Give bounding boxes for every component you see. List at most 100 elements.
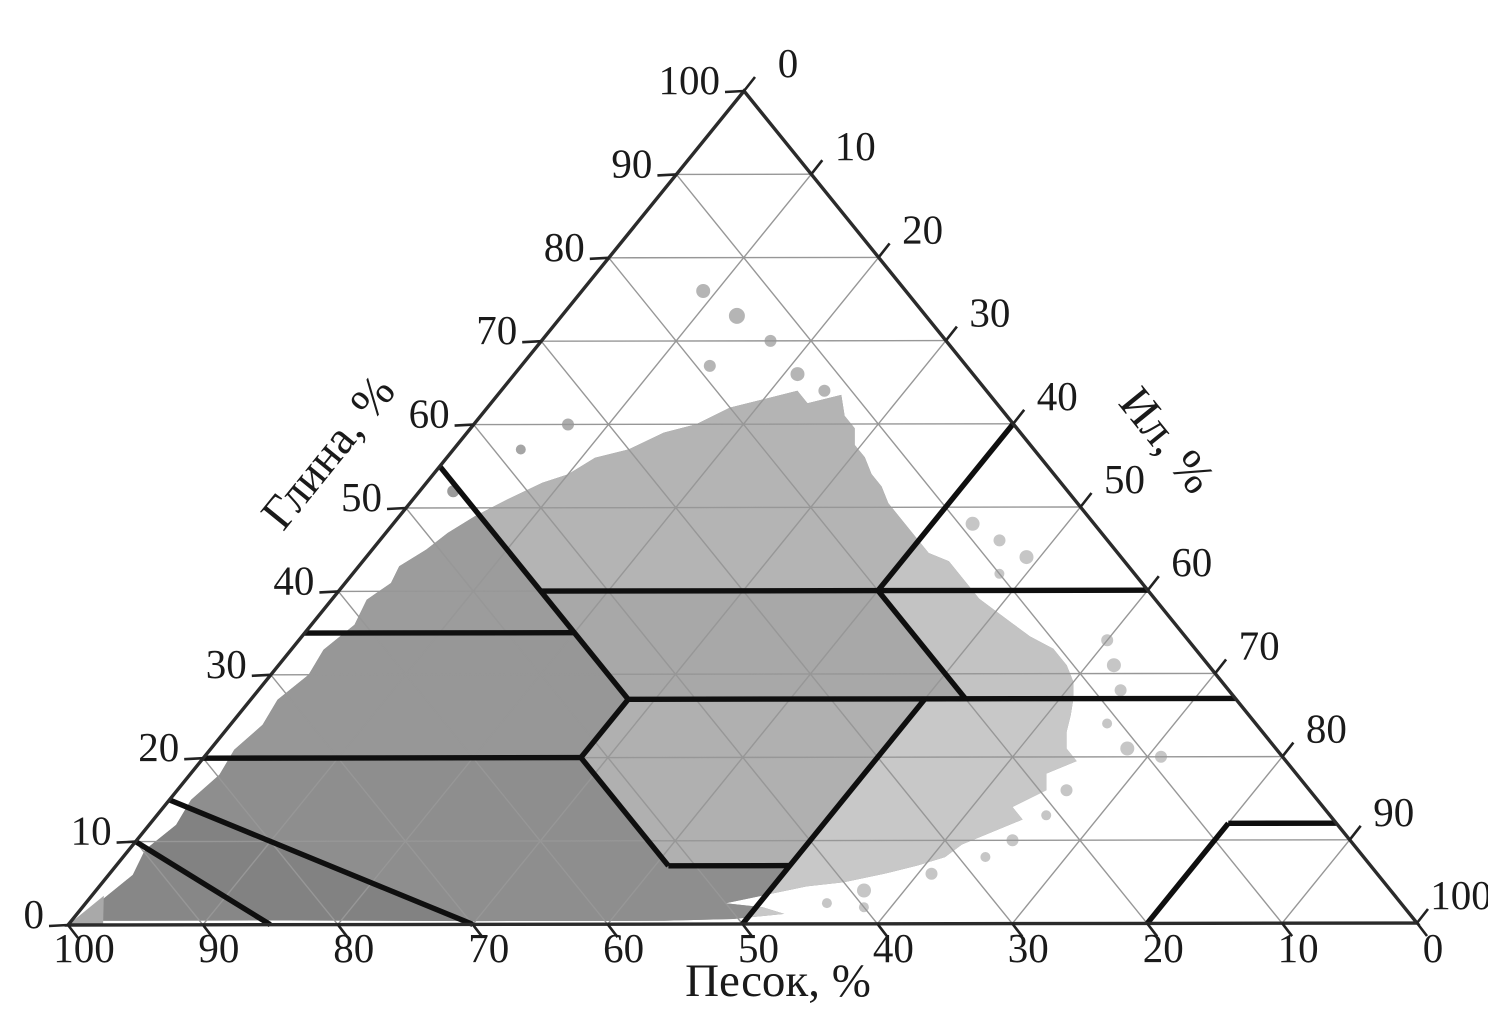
scatter-point [1019,550,1034,565]
left-tick-label: 100 [659,57,721,103]
left-tick [184,756,204,761]
bottom-tick-label: 30 [1008,925,1049,971]
boundary-clay-40-line [540,587,1148,594]
boundary-silt-80-line [1145,821,1231,926]
right-tick [944,325,958,342]
left-tick [48,923,69,928]
left-tick-label: 70 [476,307,517,353]
boundary-clay-27-line [628,695,1236,702]
bottom-tick [741,923,754,938]
bottom-tick [471,923,484,939]
scatter-point [515,444,526,455]
boundary-sand--loamy-sand [134,839,272,927]
left-tick [116,840,136,844]
right-tick-label: 60 [1171,539,1212,585]
boundary-sand-45-line [437,464,631,701]
bottom-tick-label: 100 [53,925,115,971]
left-tick-label: 20 [138,724,179,770]
right-tick [877,242,891,259]
scatter-point [703,359,716,372]
bottom-tick [1281,922,1294,937]
boundary-silt-40-line [875,422,1016,593]
left-tick-label: 30 [206,641,247,687]
left-tick [724,89,745,94]
right-tick [1281,741,1295,758]
right-tick [1415,908,1430,924]
scatter-point [1106,658,1121,673]
left-tick [522,339,542,344]
right-tick-label: 50 [1104,456,1145,502]
left-tick [589,256,609,261]
bottom-tick-label: 50 [738,925,779,971]
right-tick [1214,658,1228,675]
left-tick-label: 10 [71,808,112,854]
left-tick-label: 0 [24,891,45,937]
scatter-point [980,852,991,862]
cloud-region-sandy-clay-loam [203,632,629,759]
bottom-tick-label: 60 [603,925,644,971]
right-tick-label: 100 [1430,872,1488,918]
scatter-point [857,883,871,898]
left-tick-label: 80 [544,224,585,270]
corner-sliver [68,895,104,925]
scatter-point [1041,810,1052,821]
boundary-loamy-sand--sandy-loam [168,797,474,927]
left-tick [319,590,339,594]
bottom-tick [66,924,80,939]
left-tick [386,506,407,511]
left-axis-title: Глина, % [251,366,405,539]
bottom-tick [1011,922,1024,938]
bottom-tick-label: 10 [1278,925,1319,971]
boundary-sand-20-line [875,588,968,701]
left-tick-label: 40 [273,557,314,603]
bottom-tick-label: 0 [1423,925,1444,971]
scatter-point [821,898,832,909]
right-tick-label: 0 [778,40,799,86]
scatter-point [1114,684,1127,697]
bottom-tick [876,923,889,938]
right-tick-label: 90 [1373,789,1414,835]
right-tick [1079,492,1093,508]
scatter-point [1060,784,1073,797]
boundary-sand-52-line [578,755,671,868]
left-tick-label: 50 [341,474,382,520]
scatter-point [728,307,745,324]
left-tick [657,173,677,177]
cloud-region-loam [580,698,925,866]
bottom-tick-label: 80 [333,925,374,971]
right-tick-label: 10 [835,123,876,169]
right-tick [742,76,757,92]
scatter-point [696,284,711,298]
right-tick-label: 80 [1306,706,1347,752]
bottom-tick-label: 70 [468,925,509,971]
left-tick [251,673,271,678]
scatter-point [1102,718,1113,729]
bottom-tick-label: 90 [198,925,239,971]
class-boundaries [134,422,1337,927]
left-tick-label: 90 [611,140,652,186]
bottom-tick [201,924,214,939]
bottom-tick [1146,922,1159,938]
bottom-tick-label: 40 [873,925,914,971]
right-tick-label: 20 [902,206,943,252]
left-tick-label: 60 [409,391,450,437]
bottom-axis-title: Песок, % [685,955,871,1007]
right-tick [1348,824,1362,841]
scatter-point [818,384,831,397]
bottom-tick [336,923,349,939]
cloud-region-clay-loam [540,590,966,700]
bottom-tick [1415,922,1429,937]
bottom-tick [606,923,619,938]
scatter-point [790,367,805,382]
right-tick [1012,408,1026,425]
right-tick-label: 40 [1037,373,1078,419]
boundary-silt-50-line [740,697,928,926]
scatter-point [965,516,980,531]
right-tick [810,159,824,176]
left-tick [454,423,474,427]
bottom-tick-label: 20 [1143,925,1184,971]
right-tick [1146,575,1160,592]
